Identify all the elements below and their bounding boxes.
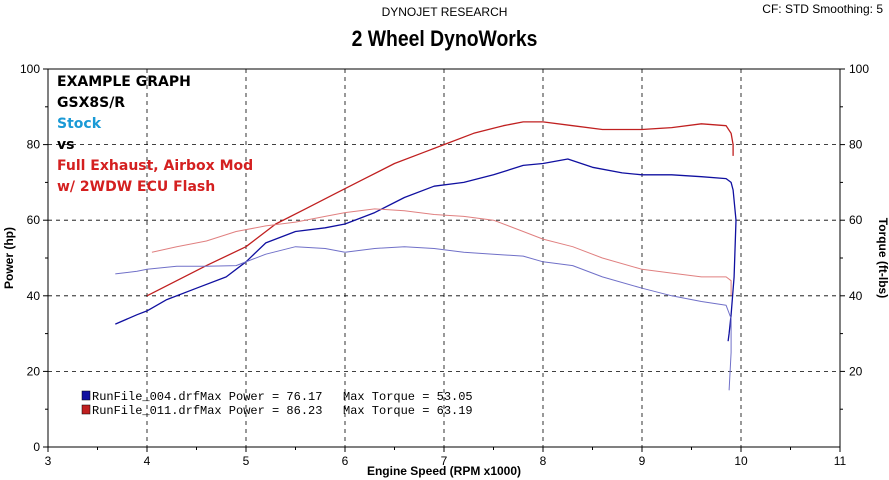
x-tick-label: 4 [144, 454, 151, 468]
annotation-line: vs [57, 137, 74, 153]
x-tick-label: 9 [639, 454, 646, 468]
y-tick-label-right: 40 [849, 289, 863, 303]
annotation-line: w/ 2WDW ECU Flash [57, 179, 215, 195]
legend-max-torque: Max Torque = 63.19 [343, 404, 473, 418]
y-tick-label-right: 80 [849, 138, 863, 152]
legend-max-torque: Max Torque = 53.05 [343, 390, 473, 404]
annotation-line: Stock [57, 116, 102, 132]
x-tick-label: 3 [45, 454, 52, 468]
x-tick-label: 6 [342, 454, 349, 468]
runfile-004-power-line [115, 158, 737, 342]
annotation-line: Full Exhaust, Airbox Mod [57, 158, 253, 174]
series-group [115, 121, 737, 391]
runfile-004-torque-line [115, 246, 732, 391]
y-tick-label-left: 80 [27, 138, 41, 152]
tick-group: 3 4 5 6 7 8 9 10 11 0 20 40 60 80 100 20 40 60 80 100 [20, 62, 869, 468]
annotation-line: GSX8S/R [57, 95, 125, 111]
cf-smoothing-info: CF: STD Smoothing: 5 [762, 2, 883, 16]
chart-title: 2 Wheel DynoWorks [351, 26, 538, 51]
x-tick-label: 11 [834, 454, 847, 468]
legend: RunFile_004.drf Max Power = 76.17 Max Torq… [81, 390, 473, 418]
y-tick-label-left: 60 [27, 213, 41, 227]
legend-max-power: Max Power = 76.17 [200, 390, 322, 404]
x-axis-label: Engine Speed (RPM x1000) [367, 464, 521, 478]
y-tick-label-left: 20 [27, 364, 41, 378]
y-axis-label-left: Power (hp) [2, 227, 16, 289]
x-tick-label: 10 [734, 454, 748, 468]
x-tick-label: 8 [540, 454, 547, 468]
annotation-line: EXAMPLE GRAPH [57, 74, 191, 90]
brand-label: DYNOJET RESEARCH [381, 5, 508, 19]
y-tick-label-left: 40 [27, 289, 41, 303]
grid [48, 69, 840, 447]
x-tick-label: 5 [243, 454, 250, 468]
runfile-011-power-line [146, 121, 734, 297]
y-tick-label-right: 100 [849, 62, 869, 76]
y-tick-label-right: 60 [849, 213, 863, 227]
legend-swatch [81, 390, 91, 401]
y-tick-label-left: 0 [33, 440, 40, 454]
legend-swatch [81, 404, 91, 415]
y-tick-label-left: 100 [20, 62, 40, 76]
runfile-011-torque-line [151, 208, 732, 296]
legend-file-name: RunFile_011.drf [92, 404, 200, 418]
annotation-group: EXAMPLE GRAPH GSX8S/R Stock vs Full Exhaust,… [57, 74, 253, 195]
y-axis-label-right: Torque (ft-lbs) [876, 218, 889, 298]
legend-max-power: Max Power = 86.23 [200, 404, 322, 418]
y-tick-label-right: 20 [849, 364, 863, 378]
x-tick-label: 7 [441, 454, 448, 468]
legend-file-name: RunFile_004.drf [92, 390, 200, 404]
